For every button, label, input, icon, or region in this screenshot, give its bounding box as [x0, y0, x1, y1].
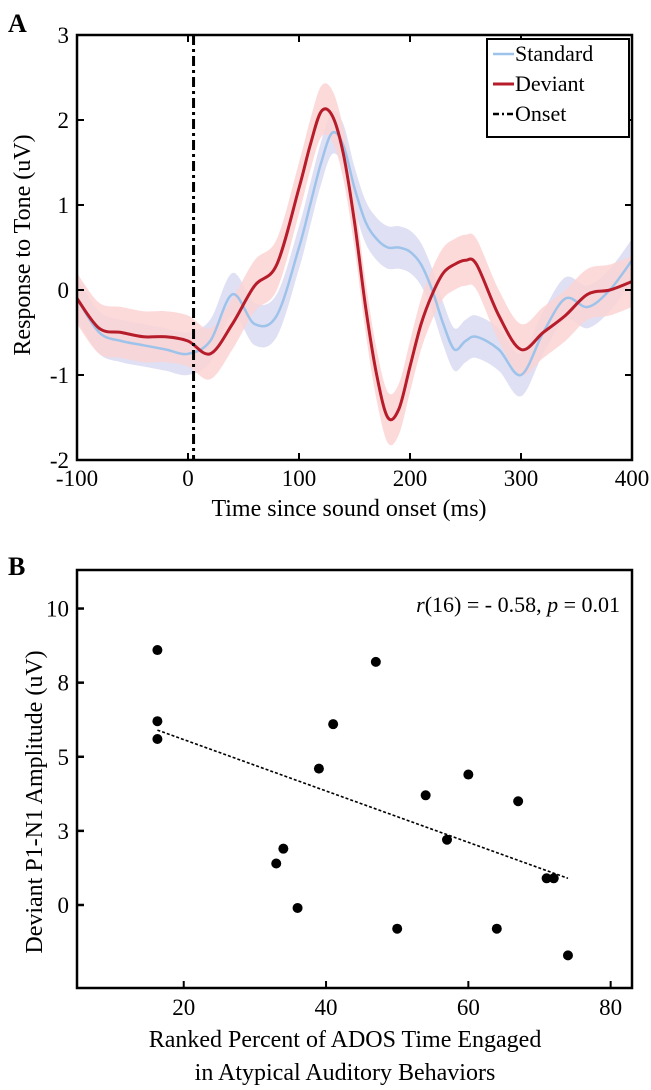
panel-b: B Deviant P1-N1 Amplitude (uV) Ranked Pe…: [8, 552, 634, 1086]
panel-b-axes-box: [75, 568, 634, 990]
panel-b-ylabel: Deviant P1-N1 Amplitude (uV): [22, 650, 48, 953]
panel-a-xtick-label: 100: [282, 466, 317, 491]
series-deviant-line: [77, 107, 632, 422]
scatter-point: [278, 843, 289, 854]
fit-line: [157, 729, 569, 880]
panel-b-label: B: [8, 552, 25, 581]
panel-a-xtick-label: 0: [182, 466, 194, 491]
panel-b-ytick-label: 0: [58, 893, 70, 918]
panel-a: A Response to Tone (uV) Time since sound…: [8, 9, 649, 522]
panel-a-axes-box: [75, 33, 634, 462]
legend-label-deviant: Deviant: [515, 71, 585, 96]
panel-b-xtick-label: 40: [315, 995, 338, 1020]
panel-b-xlabel-line1: Ranked Percent of ADOS Time Engaged: [149, 1027, 542, 1053]
panel-a-ytick-label: 2: [58, 108, 70, 133]
series-deviant-band: [77, 83, 632, 446]
scatter-point: [420, 790, 431, 801]
scatter-point: [491, 923, 502, 934]
panel-b-plot-area: 20 40 60 80 0 3 5 8 10: [46, 568, 634, 1020]
scatter-point: [271, 858, 282, 869]
panel-b-ytick-label: 5: [58, 745, 70, 770]
scatter-point: [442, 834, 452, 845]
panel-a-xtick-label: 200: [393, 466, 428, 491]
panel-b-xtick-label: 80: [599, 995, 622, 1020]
scatter-point: [313, 763, 324, 774]
panel-a-ytick-label: -1: [50, 363, 69, 388]
panel-a-ylabel: Response to Tone (uV): [10, 134, 36, 355]
panel-a-traces: [77, 35, 632, 460]
legend-box: [486, 38, 630, 138]
panel-a-ytick-label: 1: [58, 193, 70, 218]
scatter-point: [392, 923, 403, 934]
panel-a-ytick-label: 0: [58, 278, 70, 303]
scatter-point: [513, 796, 524, 807]
scatter-point: [548, 873, 559, 884]
panel-a-ytick-label: 3: [58, 23, 70, 48]
legend-label-standard: Standard: [515, 41, 593, 66]
legend-label-onset: Onset: [515, 101, 566, 126]
panel-a-plot-area: -100 0 100 200 300 400 -2 -1 0 1 2 3 Standard Deviant…: [50, 23, 649, 491]
scatter-point: [541, 873, 552, 884]
legend: Standard Deviant Onset: [486, 38, 630, 138]
panel-a-xtick-label: -100: [56, 466, 98, 491]
panel-a-ytick-label: -2: [50, 448, 69, 473]
scatter-point: [152, 645, 163, 656]
panel-b-xtick-label: 60: [457, 995, 480, 1020]
panel-a-xtick-label: 300: [504, 466, 539, 491]
scatter-point: [292, 902, 303, 913]
scatter-point: [152, 716, 163, 727]
panel-a-xtick-label: 400: [615, 466, 650, 491]
panel-b-stat-annotation: r(16) = - 0.58, p = 0.01: [416, 592, 620, 617]
panel-b-ytick-label: 3: [58, 819, 70, 844]
scatter-point: [152, 733, 163, 744]
panel-b-xtick-label: 20: [172, 995, 195, 1020]
panel-a-label: A: [8, 9, 27, 38]
panel-b-ytick-label: 10: [46, 597, 69, 622]
panel-a-xlabel: Time since sound onset (ms): [211, 496, 486, 522]
scatter-point: [562, 950, 573, 961]
panel-b-xlabel-line2: in Atypical Auditory Behaviors: [195, 1060, 496, 1086]
scatter-point: [463, 769, 474, 780]
scatter-point: [370, 656, 381, 667]
scatter-point: [328, 719, 339, 730]
panel-b-ytick-label: 8: [58, 671, 70, 696]
